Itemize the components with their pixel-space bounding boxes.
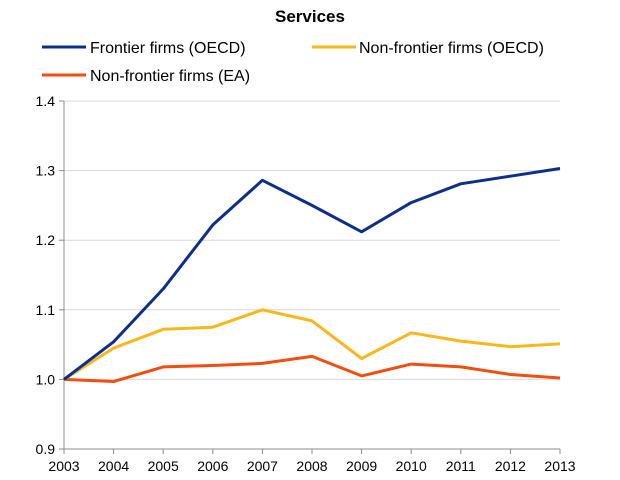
x-tick-label: 2011 (446, 458, 476, 474)
x-tick-label: 2003 (48, 458, 79, 474)
series-line-nonfrontier-ea (63, 354, 561, 383)
axes (63, 101, 560, 450)
chart-title: Services (275, 7, 345, 26)
legend-label-frontier-oecd: Frontier firms (OECD) (90, 40, 246, 57)
series-line-nonfrontier-oecd (63, 308, 561, 381)
legend: Frontier firms (OECD) Non-frontier firms… (42, 40, 544, 85)
x-tick-label: 2005 (148, 458, 179, 474)
x-tick-label: 2012 (495, 458, 526, 474)
x-tick-label: 2004 (98, 458, 129, 474)
y-tick-label: 1.3 (36, 163, 56, 179)
gridlines (64, 100, 560, 380)
y-tick-label: 1.0 (36, 371, 56, 387)
series-line-frontier-oecd (63, 167, 561, 381)
x-tick-label: 2007 (247, 458, 278, 474)
x-tick-label: 2006 (197, 458, 228, 474)
y-tick-label: 1.2 (36, 232, 56, 248)
y-axis-ticks: 0.9 1.0 1.1 1.2 1.3 1.4 (36, 93, 64, 457)
y-tick-label: 1.1 (36, 302, 56, 318)
y-tick-label: 1.4 (36, 93, 56, 109)
legend-label-nonfrontier-oecd: Non-frontier firms (OECD) (359, 40, 544, 57)
series-lines (63, 167, 561, 383)
x-tick-label: 2009 (346, 458, 377, 474)
x-axis-ticks: 2003 2004 2005 2006 2007 2008 2009 2010 2011 2012… (48, 449, 576, 474)
x-tick-label: 2013 (544, 458, 575, 474)
y-tick-label: 0.9 (36, 441, 56, 457)
x-tick-label: 2010 (396, 458, 427, 474)
x-tick-label: 2008 (296, 458, 327, 474)
legend-label-nonfrontier-ea: Non-frontier firms (EA) (90, 68, 250, 85)
